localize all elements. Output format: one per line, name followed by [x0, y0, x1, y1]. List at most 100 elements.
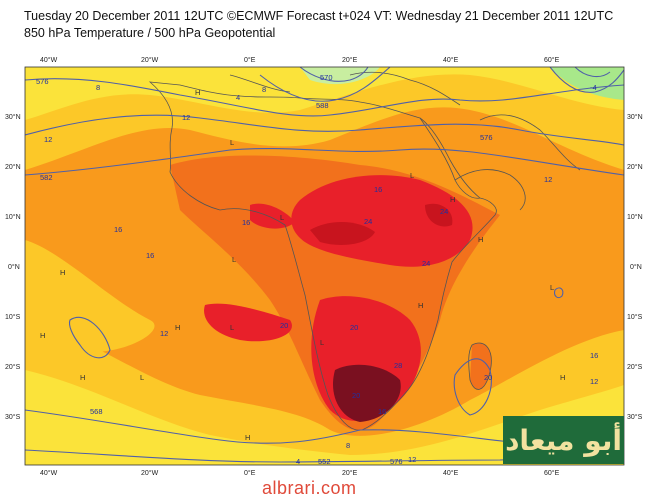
svg-text:20°W: 20°W	[141, 56, 159, 64]
svg-text:L: L	[280, 213, 284, 222]
svg-text:20: 20	[350, 323, 358, 332]
watermark-text: albrari.com	[262, 478, 357, 498]
svg-text:16: 16	[378, 407, 386, 416]
svg-text:12: 12	[408, 455, 416, 464]
svg-text:552: 552	[318, 457, 331, 466]
svg-text:4: 4	[236, 93, 240, 102]
svg-text:568: 568	[90, 407, 103, 416]
coastlines	[148, 71, 581, 431]
svg-text:20°W: 20°W	[141, 469, 159, 477]
svg-text:H: H	[450, 195, 455, 204]
logo-badge: أبو ميعاد	[503, 416, 624, 464]
svg-text:60°E: 60°E	[544, 469, 560, 477]
svg-text:H: H	[40, 331, 45, 340]
svg-text:20: 20	[484, 373, 492, 382]
map-frame	[24, 66, 625, 466]
svg-text:12: 12	[44, 135, 52, 144]
svg-text:8: 8	[96, 83, 100, 92]
svg-text:H: H	[175, 323, 180, 332]
geopotential-contours	[25, 67, 624, 463]
svg-text:16: 16	[590, 351, 598, 360]
svg-text:40°E: 40°E	[443, 56, 459, 64]
svg-text:40°E: 40°E	[443, 469, 459, 477]
svg-text:0°E: 0°E	[244, 469, 256, 477]
field-south-cool	[25, 370, 624, 465]
svg-text:L: L	[232, 255, 236, 264]
svg-text:28: 28	[394, 361, 402, 370]
svg-text:L: L	[550, 283, 554, 292]
svg-text:20°S: 20°S	[627, 363, 643, 371]
svg-text:576: 576	[390, 457, 403, 466]
svg-text:40°W: 40°W	[40, 56, 58, 64]
svg-text:30°S: 30°S	[627, 413, 643, 421]
svg-text:10°N: 10°N	[627, 213, 643, 221]
svg-text:20°E: 20°E	[342, 56, 358, 64]
svg-text:12: 12	[160, 329, 168, 338]
svg-text:12: 12	[590, 377, 598, 386]
svg-text:0°E: 0°E	[244, 56, 256, 64]
svg-text:30°N: 30°N	[627, 113, 643, 121]
svg-text:L: L	[320, 338, 324, 347]
forecast-title: Tuesday 20 December 2011 12UTC ©ECMWF Fo…	[24, 9, 614, 23]
svg-text:H: H	[245, 433, 250, 442]
svg-text:20°N: 20°N	[5, 163, 21, 171]
svg-text:576: 576	[480, 133, 493, 142]
svg-text:24: 24	[422, 259, 430, 268]
svg-text:H: H	[560, 373, 565, 382]
svg-text:60°E: 60°E	[544, 56, 560, 64]
svg-text:588: 588	[316, 101, 329, 110]
svg-text:H: H	[418, 301, 423, 310]
lon-axis-bottom: 40°W 20°W 0°E 20°E 40°E 60°E	[40, 469, 560, 477]
pressure-marks: H H L H L L L H L L L H H L H H H H	[40, 88, 565, 442]
svg-text:H: H	[80, 373, 85, 382]
svg-text:20°S: 20°S	[5, 363, 21, 371]
field-madagascar	[470, 343, 492, 390]
svg-text:24: 24	[440, 207, 448, 216]
lat-axis-left: 30°N 20°N 10°N 0°N 10°S 20°S 30°S	[5, 113, 21, 421]
svg-text:4: 4	[296, 457, 300, 466]
svg-text:582: 582	[40, 173, 53, 182]
svg-text:8: 8	[346, 441, 350, 450]
svg-text:24: 24	[364, 217, 372, 226]
svg-text:16: 16	[242, 218, 250, 227]
svg-text:10°S: 10°S	[5, 313, 21, 321]
svg-text:20°E: 20°E	[342, 469, 358, 477]
svg-text:20: 20	[352, 391, 360, 400]
svg-text:20°N: 20°N	[627, 163, 643, 171]
svg-text:L: L	[410, 171, 414, 180]
svg-text:30°S: 30°S	[5, 413, 21, 421]
svg-text:30°N: 30°N	[5, 113, 21, 121]
svg-text:10°S: 10°S	[627, 313, 643, 321]
svg-text:-4: -4	[590, 83, 597, 92]
field-north-cool	[25, 67, 624, 120]
svg-text:L: L	[140, 373, 144, 382]
svg-text:L: L	[230, 323, 234, 332]
svg-text:8: 8	[262, 85, 266, 94]
svg-text:20: 20	[280, 321, 288, 330]
lon-axis-top: 40°W 20°W 0°E 20°E 40°E 60°E	[40, 56, 560, 64]
svg-text:16: 16	[114, 225, 122, 234]
svg-text:0°N: 0°N	[8, 263, 20, 271]
svg-text:40°W: 40°W	[40, 469, 58, 477]
svg-text:16: 16	[374, 185, 382, 194]
field-hot-sw	[204, 303, 292, 342]
svg-text:H: H	[195, 88, 200, 97]
field-hot-central	[250, 203, 295, 229]
svg-text:L: L	[230, 138, 234, 147]
forecast-subtitle: 850 hPa Temperature / 500 hPa Geopotenti…	[24, 26, 276, 40]
svg-text:576: 576	[36, 77, 49, 86]
field-hottest-south	[332, 364, 401, 422]
field-hotter-north	[310, 221, 375, 245]
svg-text:10°N: 10°N	[5, 213, 21, 221]
svg-text:570: 570	[320, 73, 333, 82]
svg-text:12: 12	[182, 113, 190, 122]
svg-text:H: H	[60, 268, 65, 277]
field-hotter-east	[425, 203, 453, 227]
svg-text:16: 16	[146, 251, 154, 260]
lat-axis-right: 30°N 20°N 10°N 0°N 10°S 20°S 30°S	[627, 113, 643, 421]
field-green-2	[300, 67, 380, 85]
svg-text:0°N: 0°N	[630, 263, 642, 271]
svg-text:H: H	[478, 235, 483, 244]
svg-text:12: 12	[544, 175, 552, 184]
